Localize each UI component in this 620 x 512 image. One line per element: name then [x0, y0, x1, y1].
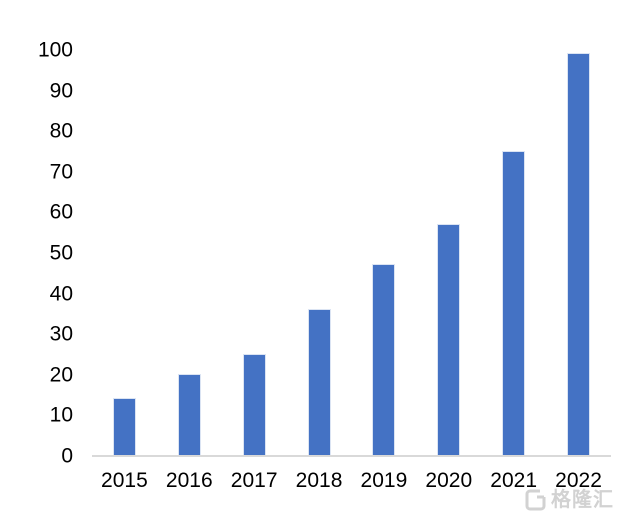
x-tick-label: 2022	[555, 469, 602, 492]
x-axis-line	[92, 455, 611, 457]
x-tick-label: 2021	[490, 469, 537, 492]
watermark: 格隆汇	[523, 487, 614, 512]
y-tick-label: 0	[61, 444, 73, 468]
y-tick-label: 20	[49, 363, 73, 387]
y-tick-label: 40	[49, 282, 73, 306]
x-tick-label: 2017	[230, 469, 278, 492]
bar-2022	[568, 54, 590, 456]
y-tick-label: 80	[49, 119, 73, 143]
y-tick-label: 100	[37, 38, 73, 62]
y-tick-label: 90	[49, 79, 73, 103]
gelonghui-logo-icon	[525, 489, 546, 511]
bar-2018	[308, 310, 330, 456]
y-tick-label: 10	[49, 403, 73, 427]
bar-2017	[243, 355, 265, 456]
watermark-text: 格隆汇	[551, 488, 614, 511]
bar-2015	[113, 399, 135, 456]
x-tick-label: 2015	[101, 469, 148, 492]
y-tick-label: 50	[49, 241, 73, 265]
x-tick-label: 2019	[360, 469, 408, 492]
bar-2020	[438, 225, 460, 456]
y-tick-label: 60	[49, 200, 73, 224]
y-tick-label: 70	[49, 160, 73, 184]
x-tick-label: 2018	[295, 469, 343, 492]
x-tick-label: 2020	[425, 469, 473, 492]
bar-2019	[373, 265, 395, 456]
bar-2016	[178, 375, 200, 456]
x-tick-label: 2016	[165, 469, 213, 492]
bar-2021	[503, 152, 525, 456]
y-tick-label: 30	[49, 322, 73, 346]
